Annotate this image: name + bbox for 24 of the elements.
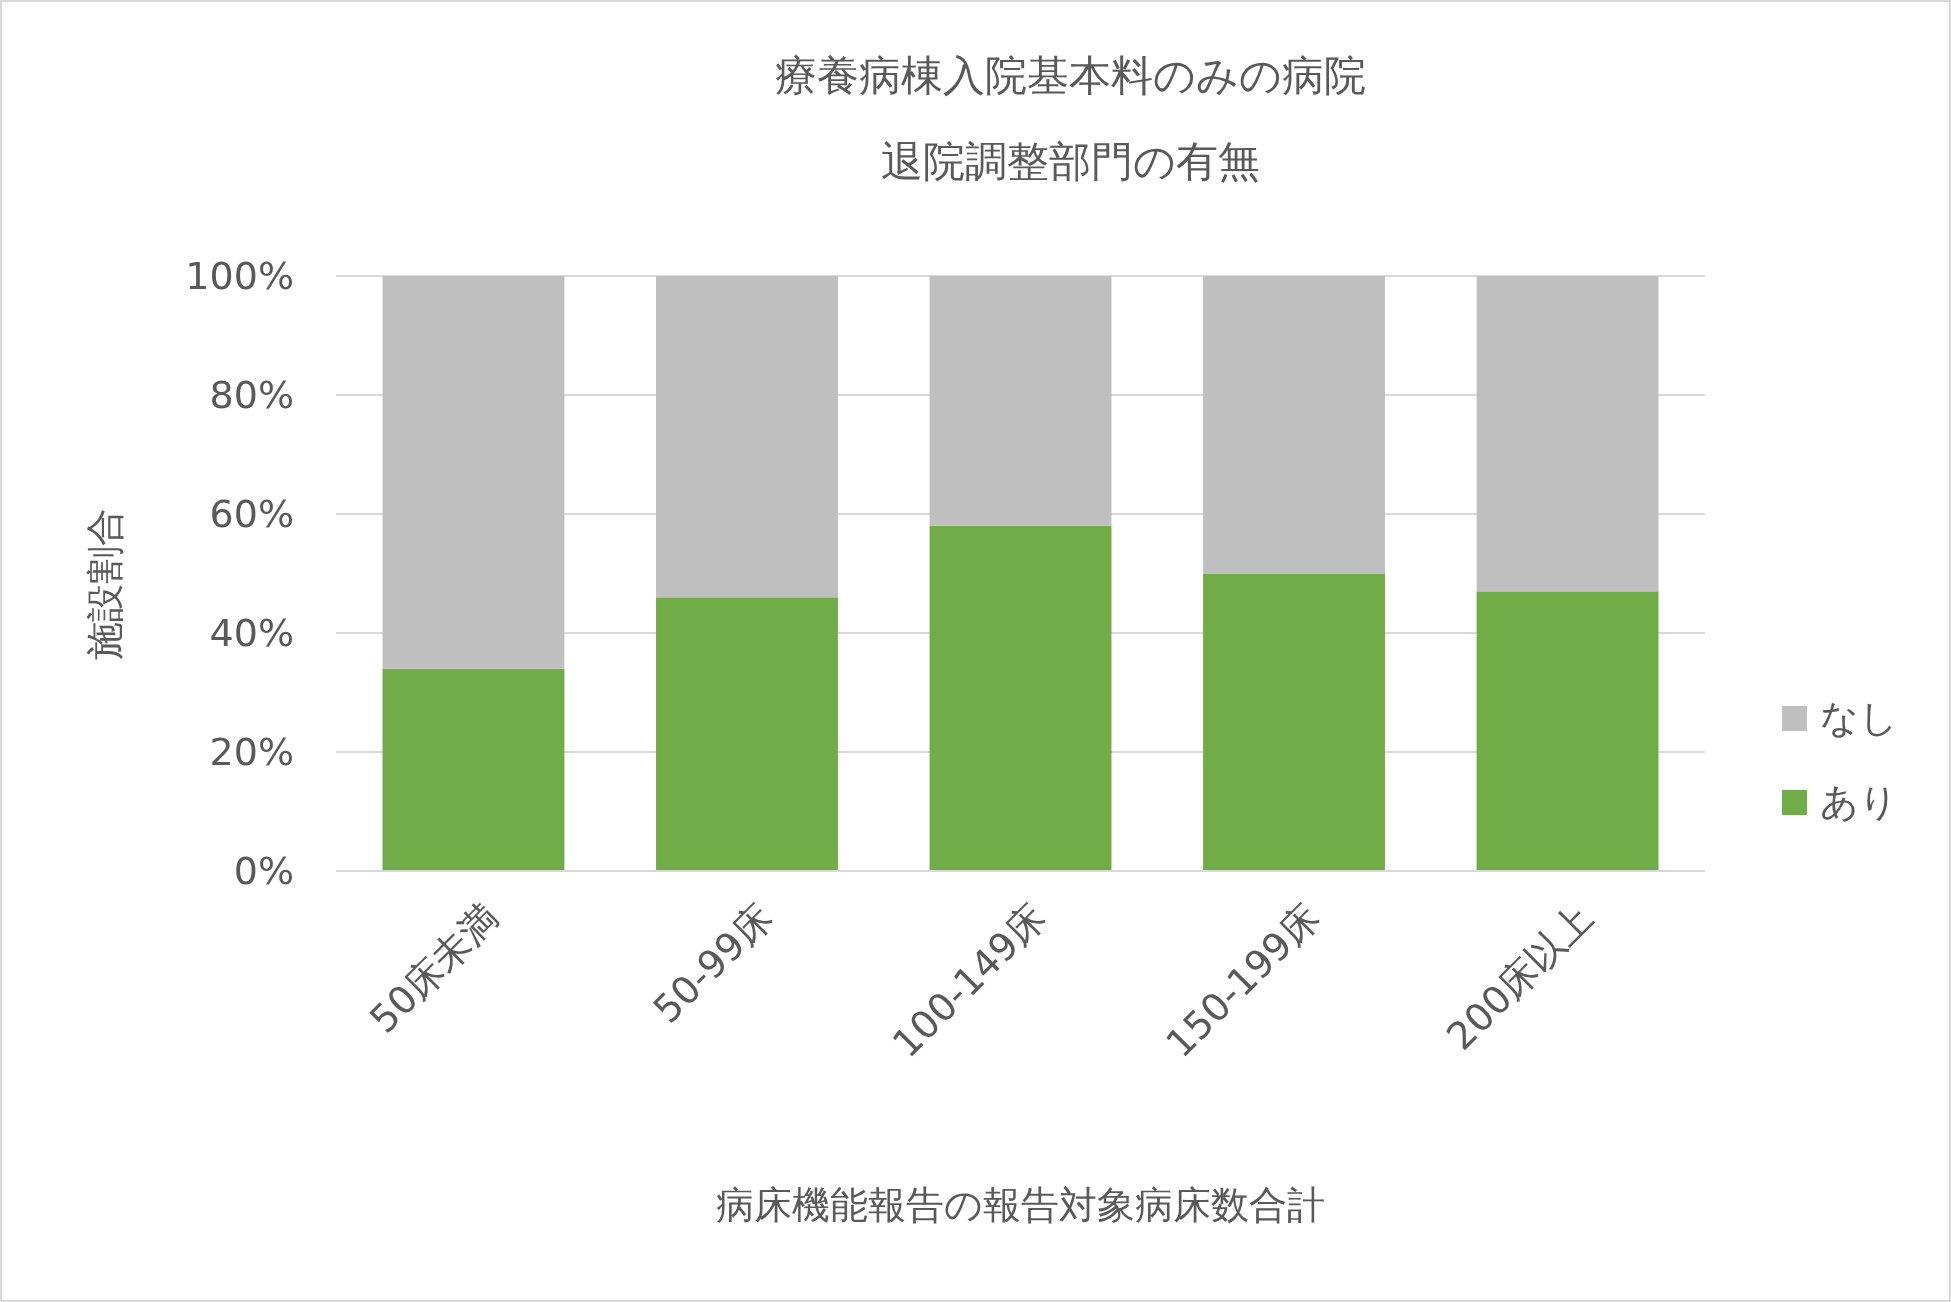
y-tick-label: 40% [209, 611, 294, 656]
bar [656, 597, 838, 871]
y-tick-label: 80% [209, 373, 294, 418]
bar [382, 276, 565, 669]
legend-label: あり [1820, 780, 1898, 825]
bar [1476, 591, 1659, 871]
chart-title: 療養病棟入院基本料のみの病院 [775, 51, 1366, 100]
bar [929, 525, 1112, 871]
y-tick-label: 0% [233, 849, 294, 894]
bar [382, 668, 565, 871]
bar [656, 276, 838, 598]
x-tick-label: 50床未満 [361, 895, 508, 1042]
bar [1203, 276, 1385, 574]
x-tick-label: 200床以上 [1438, 895, 1602, 1059]
bar [929, 276, 1112, 526]
y-tick-label: 100% [185, 254, 294, 299]
x-axis-title: 病床機能報告の報告対象病床数合計 [716, 1183, 1325, 1227]
y-tick-label: 20% [209, 730, 294, 775]
y-axis-title: 施設割合 [83, 507, 128, 660]
chart-subtitle: 退院調整部門の有無 [881, 137, 1260, 186]
legend-label: なし [1820, 696, 1898, 741]
bar [1476, 276, 1659, 592]
y-tick-label: 60% [209, 492, 294, 537]
bar [1203, 573, 1385, 871]
